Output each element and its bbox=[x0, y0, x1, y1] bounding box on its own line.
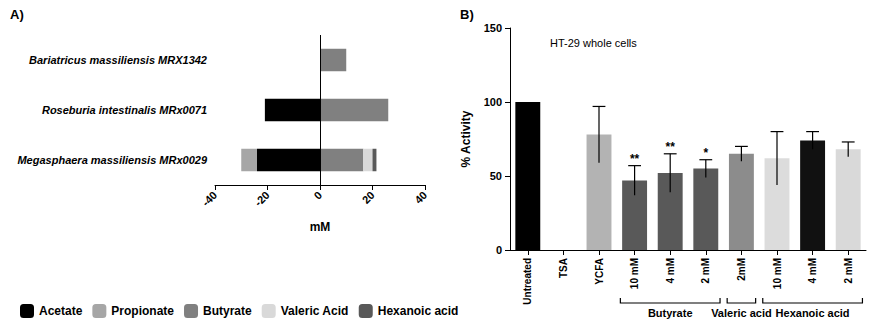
svg-text:40: 40 bbox=[412, 189, 429, 206]
svg-text:Propionate: Propionate bbox=[111, 304, 174, 318]
svg-text:HT-29 whole cells: HT-29 whole cells bbox=[550, 37, 637, 49]
svg-text:4 mM: 4 mM bbox=[665, 258, 676, 284]
svg-text:Roseburia intestinalis MRx0071: Roseburia intestinalis MRx0071 bbox=[42, 104, 207, 116]
svg-text:2 mM: 2 mM bbox=[843, 258, 854, 284]
svg-text:2 mM: 2 mM bbox=[700, 258, 711, 284]
svg-text:10 mM: 10 mM bbox=[629, 258, 640, 289]
svg-text:Butyrate: Butyrate bbox=[203, 304, 252, 318]
svg-text:Megasphaera massiliensis MRx00: Megasphaera massiliensis MRx0029 bbox=[17, 154, 207, 166]
svg-text:B): B) bbox=[460, 7, 474, 22]
svg-text:*: * bbox=[703, 146, 708, 160]
svg-text:mM: mM bbox=[310, 220, 331, 234]
svg-text:50: 50 bbox=[490, 170, 502, 182]
svg-text:Acetate: Acetate bbox=[39, 304, 83, 318]
svg-text:Hexanoic acid: Hexanoic acid bbox=[776, 307, 850, 319]
svg-text:2mM: 2mM bbox=[736, 258, 747, 281]
svg-text:20: 20 bbox=[360, 189, 377, 206]
svg-text:TSA: TSA bbox=[558, 258, 569, 278]
svg-text:4 mM: 4 mM bbox=[807, 258, 818, 284]
svg-text:**: ** bbox=[630, 152, 640, 166]
svg-text:10 mM: 10 mM bbox=[772, 258, 783, 289]
svg-text:YCFA: YCFA bbox=[594, 258, 605, 285]
svg-text:Untreated: Untreated bbox=[522, 258, 533, 305]
svg-text:**: ** bbox=[666, 140, 676, 154]
svg-text:-40: -40 bbox=[200, 189, 220, 209]
svg-text:% Activity: % Activity bbox=[459, 110, 473, 167]
svg-text:0: 0 bbox=[496, 244, 502, 256]
svg-text:-20: -20 bbox=[252, 189, 272, 209]
svg-text:Valeric acid: Valeric acid bbox=[711, 307, 772, 319]
svg-text:0: 0 bbox=[311, 189, 324, 202]
svg-text:Hexanoic acid: Hexanoic acid bbox=[378, 304, 459, 318]
svg-text:100: 100 bbox=[484, 96, 502, 108]
svg-text:Butyrate: Butyrate bbox=[648, 307, 693, 319]
svg-text:Bariatricus massiliensis MRX13: Bariatricus massiliensis MRX1342 bbox=[29, 54, 207, 66]
svg-text:A): A) bbox=[10, 7, 24, 22]
svg-text:150: 150 bbox=[484, 22, 502, 34]
svg-text:Valeric Acid: Valeric Acid bbox=[281, 304, 349, 318]
